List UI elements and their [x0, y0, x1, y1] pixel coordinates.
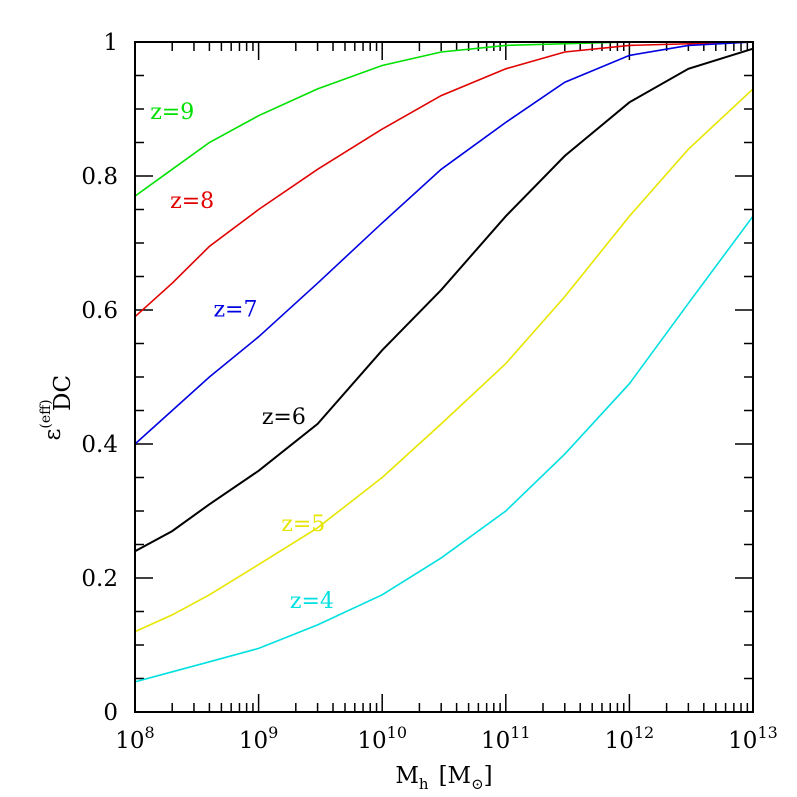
x-axis-title: Mh [M⊙]: [395, 763, 492, 793]
plot-frame: [134, 41, 754, 713]
y-tick-label: 0.2: [81, 566, 118, 592]
x-tick-label: 1011: [481, 723, 531, 754]
y-tick-label: 0.4: [81, 432, 118, 458]
curve-labels: z=9 z=8 z=7 z=6 z=5 z=4: [150, 100, 334, 614]
x-tick-label: 108: [115, 723, 154, 754]
y-tick-label: 0.8: [81, 164, 118, 190]
y-tick-label: 0: [103, 700, 118, 726]
series-line-z9: [134, 41, 753, 197]
series-line-z5: [134, 88, 754, 633]
x-tick-label: 1010: [357, 723, 407, 754]
x-tick-labels: 108 109 1010 1011 1012 1013: [115, 723, 778, 754]
series-line-z6: [134, 47, 754, 553]
y-tick-label: 1: [103, 30, 118, 56]
x-tick-label: 1012: [605, 723, 655, 754]
y-tick-label: 0.6: [81, 298, 118, 324]
series-label-z5: z=5: [281, 512, 325, 537]
series-line-z4: [134, 215, 754, 683]
series-label-z6: z=6: [262, 405, 306, 430]
svg-text:ε(eff): ε(eff): [38, 399, 66, 440]
y-tick-labels: 0 0.2 0.4 0.6 0.8 1: [81, 30, 118, 726]
svg-text:DC: DC: [50, 375, 76, 411]
series-label-z4: z=4: [290, 589, 334, 614]
y-axis-title: ε(eff) DC: [38, 375, 76, 441]
tick-marks: [134, 41, 753, 713]
series-label-z8: z=8: [170, 189, 214, 214]
series-label-z9: z=9: [150, 100, 194, 125]
x-tick-label: 1013: [728, 723, 778, 754]
series-line-z8: [134, 41, 754, 318]
series-line-z7: [134, 41, 754, 445]
curves-group: [134, 41, 754, 683]
series-label-z7: z=7: [213, 298, 257, 323]
x-tick-label: 109: [239, 723, 278, 754]
